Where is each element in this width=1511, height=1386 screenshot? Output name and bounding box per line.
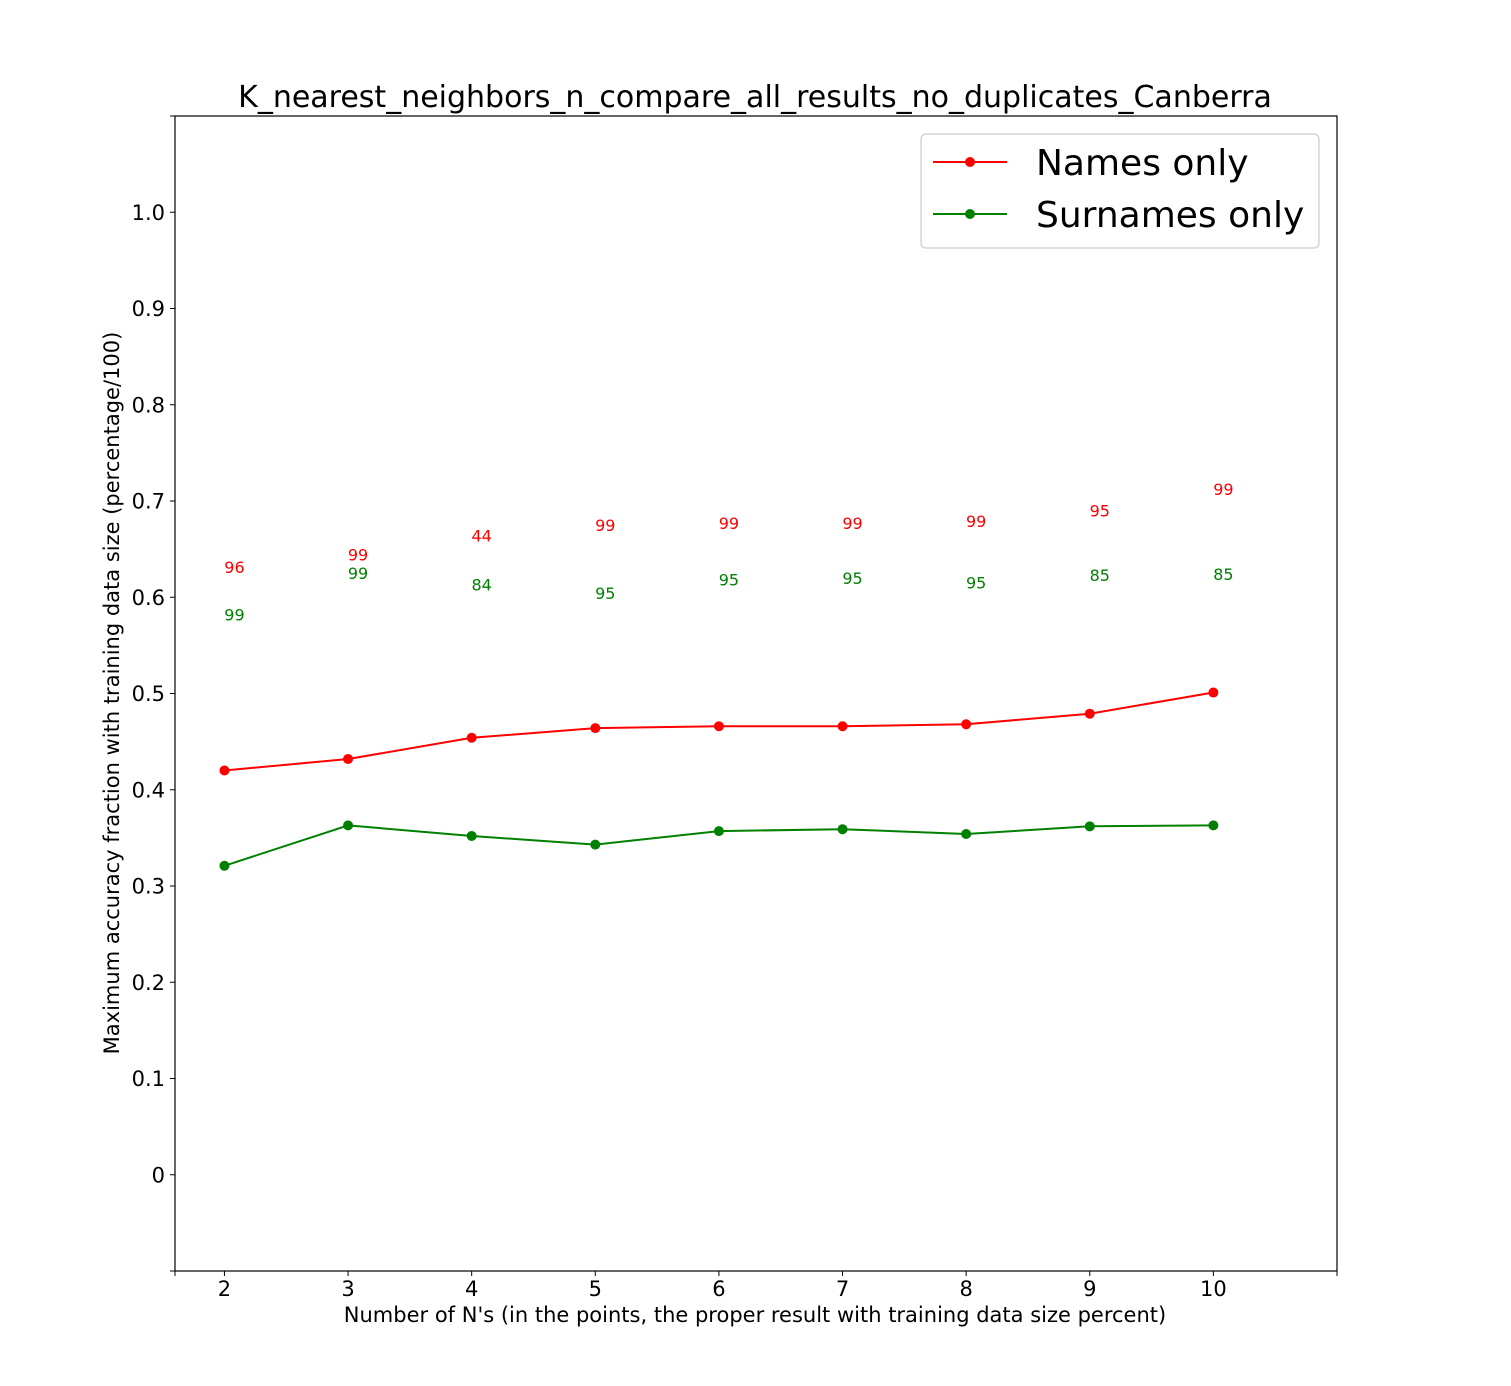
legend-label-surnames: Surnames only (1036, 195, 1304, 236)
y-tick-label: 0.6 (132, 586, 165, 610)
y-axis-label: Maximum accuracy fraction with training … (100, 332, 124, 1055)
data-point (590, 723, 601, 734)
y-tick-label: 1.0 (132, 201, 165, 225)
point-label: 44 (472, 526, 492, 545)
point-label: 95 (719, 571, 739, 590)
x-tick-label: 9 (1083, 1277, 1096, 1301)
point-label: 85 (1213, 565, 1233, 584)
x-axis-label: Number of N's (in the points, the proper… (344, 1303, 1166, 1327)
point-label: 99 (1213, 480, 1233, 499)
data-point (837, 721, 848, 732)
y-tick-label: 0.4 (132, 778, 165, 802)
point-label: 96 (224, 558, 244, 577)
x-tick-label: 2 (218, 1277, 231, 1301)
legend-label-names: Names only (1036, 143, 1249, 184)
data-point (1208, 687, 1219, 698)
y-tick-label: 0.3 (132, 875, 165, 899)
legend-marker-surnames (965, 209, 975, 219)
data-point (466, 830, 477, 841)
legend-marker-names (965, 157, 975, 167)
legend-box (920, 133, 1320, 249)
series-layer (219, 687, 1219, 871)
data-point (219, 860, 230, 871)
point-label: 95 (1090, 501, 1110, 520)
x-tick-label: 4 (465, 1277, 478, 1301)
point-label: 99 (719, 514, 739, 533)
y-tick-label: 0.5 (132, 682, 165, 706)
y-tick-label: 0.9 (132, 297, 165, 321)
data-point (1084, 708, 1095, 719)
x-tick-label: 3 (341, 1277, 354, 1301)
point-label: 95 (595, 584, 615, 603)
point-label: 95 (966, 574, 986, 593)
x-tick-label: 8 (959, 1277, 972, 1301)
y-tick-label: 0.7 (132, 490, 165, 514)
x-tick-label: 6 (712, 1277, 725, 1301)
chart-title: K_nearest_neighbors_n_compare_all_result… (238, 80, 1272, 115)
x-tick-label: 10 (1200, 1277, 1227, 1301)
point-label: 84 (472, 576, 492, 595)
x-tick-label: 5 (589, 1277, 602, 1301)
legend: Names only Surnames only (920, 133, 1320, 249)
data-point (713, 721, 724, 732)
y-axis: 0 0.1 0.2 0.3 0.4 0.5 0.6 0.7 0.8 0.9 1.0 (132, 115, 175, 1272)
point-label: 99 (842, 514, 862, 533)
data-point (837, 824, 848, 835)
point-label: 99 (595, 516, 615, 535)
point-label: 99 (348, 564, 368, 583)
data-point (961, 719, 972, 730)
x-tick-label: 7 (836, 1277, 849, 1301)
y-tick-label: 0.1 (132, 1067, 165, 1091)
point-label: 95 (842, 569, 862, 588)
point-label: 99 (348, 546, 368, 565)
point-label: 85 (1090, 566, 1110, 585)
data-point (466, 732, 477, 743)
y-tick-label: 0.8 (132, 393, 165, 417)
data-point (1084, 821, 1095, 832)
data-point (343, 753, 354, 764)
point-label: 99 (224, 605, 244, 624)
data-point (1208, 820, 1219, 831)
data-point (219, 765, 230, 776)
data-point (343, 820, 354, 831)
x-axis: 2 3 4 5 6 7 8 9 10 (174, 1271, 1338, 1301)
data-point (961, 829, 972, 840)
data-point (590, 839, 601, 850)
point-label: 99 (966, 512, 986, 531)
y-tick-label: 0 (152, 1163, 165, 1187)
data-point (713, 826, 724, 837)
y-tick-label: 0.2 (132, 971, 165, 995)
